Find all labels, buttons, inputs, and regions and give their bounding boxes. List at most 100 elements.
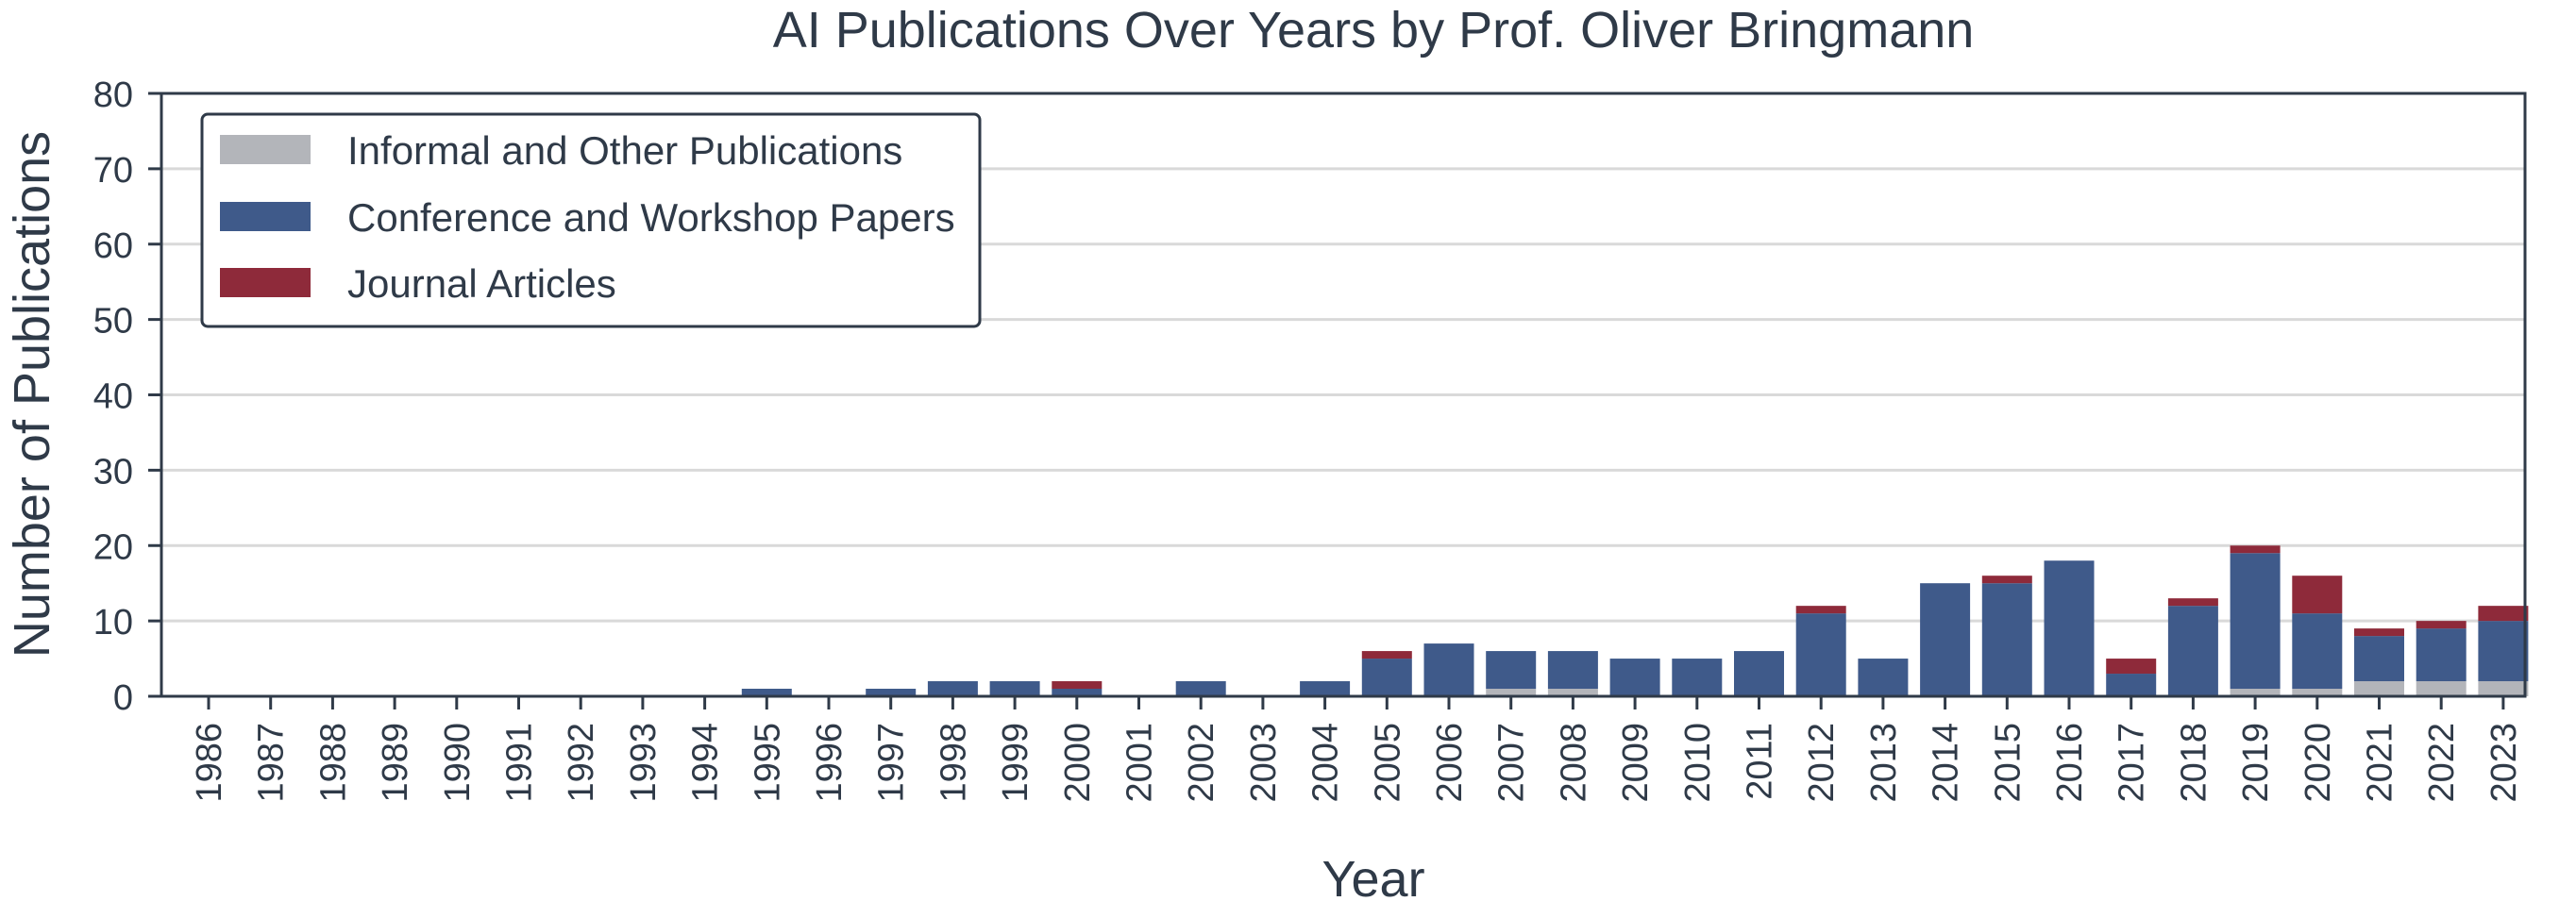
bar-journal-2023 [2478,606,2529,622]
bar-journal-2022 [2416,621,2467,629]
bar-conference-2022 [2416,628,2467,682]
legend-label-conference: Conference and Workshop Papers [347,195,955,240]
x-tick-label: 1995 [748,723,787,803]
x-axis: 1986 1987 1988 1989 1990 1991 1992 1993 1994 1995… [190,696,2524,803]
bar-conference-2009 [1609,659,1660,696]
bar-conference-2018 [2167,606,2218,696]
x-tick-label: 1996 [810,723,850,803]
y-tick-label: 80 [93,75,133,115]
x-tick-label: 1988 [313,723,353,803]
x-tick-label: 2007 [1492,723,1532,803]
bar-conference-2005 [1361,659,1412,696]
legend-swatch-conference [220,202,311,231]
x-tick-label: 2008 [1554,723,1593,803]
x-tick-label: 2023 [2484,723,2524,803]
bar-conference-2016 [2044,560,2095,696]
y-tick-label: 30 [93,452,133,492]
x-tick-label: 2011 [1741,723,1780,800]
bar-journal-2019 [2230,545,2281,554]
x-tick-label: 1986 [190,723,229,803]
y-tick-label: 70 [93,151,133,191]
bar-conference-2017 [2106,674,2157,696]
bar-journal-2021 [2354,628,2404,637]
y-tick-label: 60 [93,226,133,266]
bar-journal-2005 [1361,651,1412,659]
x-tick-label: 2010 [1678,723,1718,803]
x-tick-label: 1987 [252,723,292,803]
bar-journal-2000 [1052,681,1103,690]
y-tick-label: 20 [93,527,133,567]
bar-conference-2006 [1423,643,1474,696]
bar-journal-2020 [2292,576,2343,614]
legend-swatch-journal [220,268,311,297]
bar-conference-1999 [989,681,1040,696]
legend-label-informal: Informal and Other Publications [347,128,902,173]
chart-title: AI Publications Over Years by Prof. Oliv… [773,2,1975,58]
x-tick-label: 2019 [2236,723,2276,803]
bar-conference-2019 [2230,553,2281,690]
x-tick-label: 1998 [934,723,973,803]
x-tick-label: 2006 [1430,723,1470,803]
bar-journal-2012 [1795,606,1846,614]
y-tick-label: 50 [93,302,133,342]
x-tick-label: 2001 [1120,723,1160,803]
bar-informal-2008 [1547,689,1598,696]
y-axis-label: Number of Publications [4,131,60,658]
bar-conference-2008 [1547,651,1598,690]
legend-box [200,112,982,328]
bar-conference-2002 [1175,681,1226,696]
x-tick-label: 2016 [2050,723,2090,803]
bar-conference-1995 [741,689,792,696]
bar-informal-2022 [2416,681,2467,696]
x-tick-label: 2022 [2422,723,2462,803]
legend-label-journal: Journal Articles [347,261,616,306]
y-axis: 0 10 20 30 40 50 60 70 80 [93,75,161,718]
x-tick-label: 2004 [1306,723,1346,803]
bar-conference-2010 [1672,659,1723,696]
bar-conference-2011 [1734,651,1784,696]
x-tick-label: 2015 [1988,723,2028,803]
y-tick-label: 10 [93,603,133,643]
bar-conference-2007 [1486,651,1537,690]
x-tick-label: 2012 [1802,723,1842,803]
x-tick-label: 1994 [686,723,726,803]
legend: Informal and Other Publications Conferen… [200,112,982,328]
bar-conference-2004 [1300,681,1351,696]
bar-conference-1997 [866,689,917,696]
bar-informal-2023 [2478,681,2529,696]
bar-informal-2021 [2354,681,2404,696]
y-tick-label: 40 [93,377,133,417]
x-tick-label: 1992 [562,723,601,803]
x-tick-label: 2017 [2113,723,2152,803]
x-tick-label: 2021 [2361,723,2400,803]
x-tick-label: 1989 [376,723,415,803]
x-tick-label: 1999 [996,723,1035,803]
x-tick-label: 1993 [624,723,664,803]
bar-conference-2015 [1981,583,2032,696]
x-tick-label: 2013 [1864,723,1904,803]
x-tick-label: 1990 [438,723,478,803]
x-tick-label: 1991 [500,723,540,803]
bar-conference-2023 [2478,621,2529,682]
legend-swatch-informal [220,135,311,164]
bar-conference-2000 [1052,689,1103,696]
bar-informal-2020 [2292,689,2343,696]
bar-journal-2015 [1981,576,2032,584]
x-tick-label: 2000 [1058,723,1098,803]
bar-conference-1998 [927,681,978,696]
bar-conference-2012 [1795,613,1846,696]
y-tick-label: 0 [113,678,133,718]
x-tick-label: 2020 [2298,723,2338,803]
bar-conference-2021 [2354,636,2404,682]
x-tick-label: 1997 [872,723,912,803]
x-tick-label: 2003 [1244,723,1284,803]
bar-conference-2014 [1920,583,1971,696]
bar-conference-2020 [2292,613,2343,690]
x-tick-label: 2002 [1182,723,1221,803]
x-tick-label: 2014 [1927,723,1966,803]
bar-journal-2017 [2106,659,2157,675]
x-tick-label: 2005 [1368,723,1407,803]
bars [741,545,2529,696]
bar-journal-2018 [2167,598,2218,607]
